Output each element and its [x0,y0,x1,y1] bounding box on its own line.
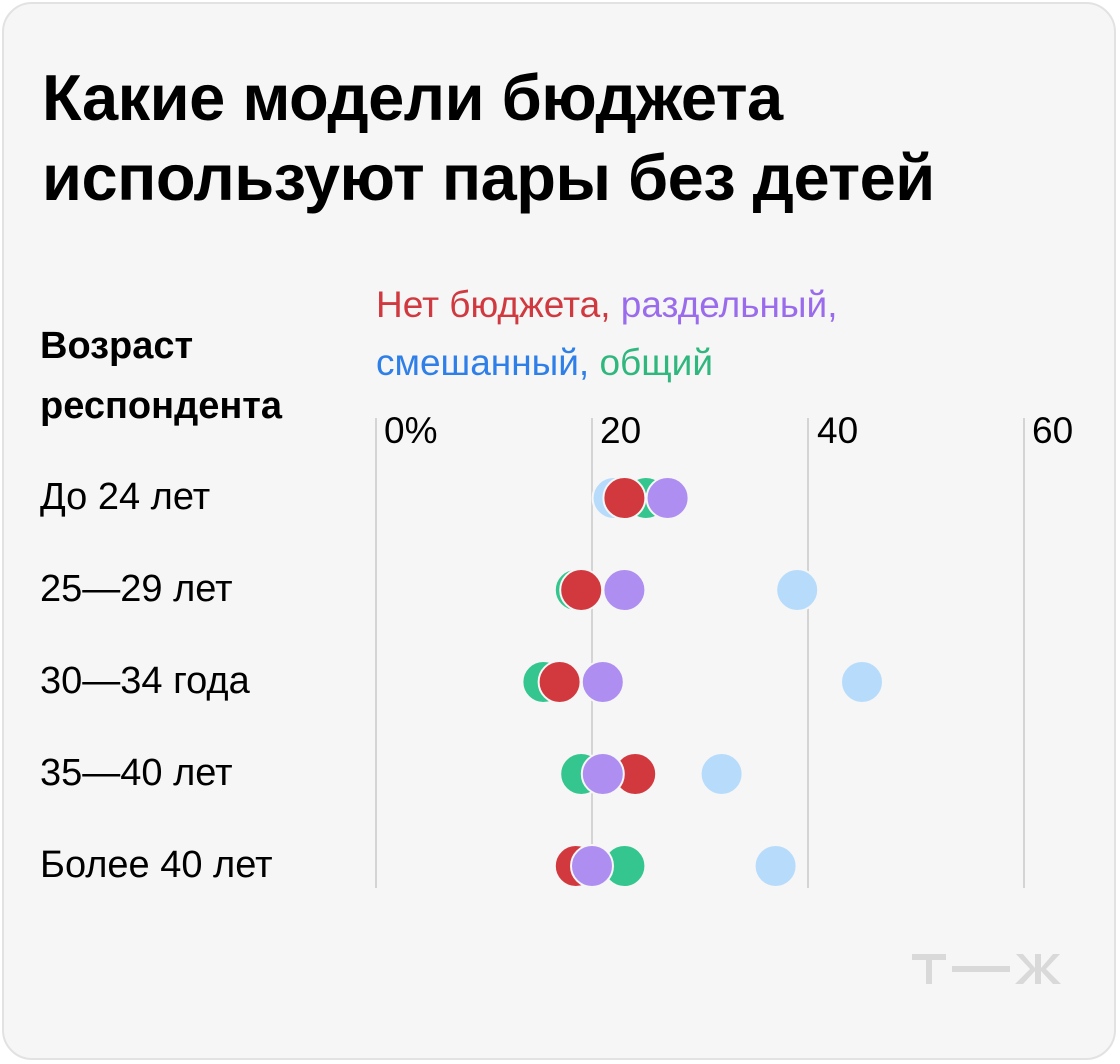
data-point [840,660,884,704]
title-line-2: используют пары без детей [42,141,935,214]
tzh-logo [912,954,1061,984]
category-label: 30—34 года [40,660,250,702]
data-point [580,752,625,796]
chart-title: Какие модели бюджета используют пары без… [42,58,1082,218]
data-point [602,476,647,520]
legend-item-separate: раздельный, [620,284,838,325]
row-header-line-2: респондента [40,385,283,427]
legend: Нет бюджета, раздельный, смешанный, общи… [376,276,837,392]
data-point [699,752,744,796]
legend-item-shared: общий [599,342,714,383]
data-point [537,660,582,704]
data-point [602,568,647,612]
x-tick-label: 60 [1032,410,1074,451]
category-label: Более 40 лет [40,844,273,886]
x-tick-label: 20 [600,410,642,451]
category-label: 35—40 лет [40,752,233,794]
category-label: До 24 лет [40,476,211,518]
legend-item-mixed: смешанный, [376,342,590,383]
legend-line-2: смешанный, общий [376,334,837,392]
data-point [775,568,820,612]
category-label: 25—29 лет [40,568,233,610]
title-line-1: Какие модели бюджета [42,61,783,134]
legend-item-no-budget: Нет бюджета, [376,284,611,325]
data-point [570,844,614,888]
data-point [753,844,798,888]
legend-line-1: Нет бюджета, раздельный, [376,276,837,334]
data-point [580,660,625,704]
data-point [645,476,690,520]
row-header: Возраст респондента [40,316,282,436]
x-tick-label: 0% [384,410,438,451]
x-tick-label: 40 [817,410,859,451]
row-header-line-1: Возраст [40,325,194,367]
data-point [559,568,604,612]
